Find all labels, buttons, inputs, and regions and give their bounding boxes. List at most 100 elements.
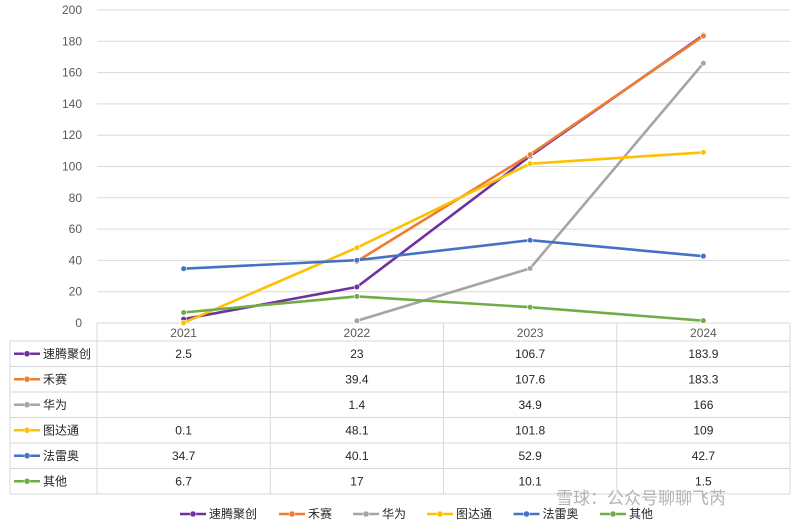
legend-label: 图达通 — [456, 507, 492, 521]
y-tick-label: 80 — [69, 191, 83, 205]
row-series-name: 禾赛 — [43, 371, 67, 386]
legend: 速腾聚创 禾赛 华为 图达通 法雷奥 其他 — [180, 506, 653, 521]
series-line — [182, 33, 705, 321]
table-cell-value: 34.7 — [172, 449, 196, 463]
data-point — [353, 293, 360, 300]
y-tick-label: 40 — [69, 253, 83, 267]
x-category-label: 2024 — [690, 326, 717, 340]
table-row: 图达通 0.1 48.1 101.8 109 — [14, 423, 714, 437]
series-line — [355, 61, 705, 323]
data-point — [180, 319, 187, 326]
legend-item: 法雷奥 — [513, 507, 579, 521]
series-line — [182, 151, 705, 325]
row-series-name: 速腾聚创 — [43, 346, 91, 361]
table-cell-value: 106.7 — [515, 347, 545, 361]
y-tick-label: 140 — [62, 97, 82, 111]
data-point — [700, 33, 707, 40]
table-cell-value: 52.9 — [518, 449, 542, 463]
row-legend-marker — [23, 401, 31, 408]
y-tick-label: 100 — [62, 160, 82, 174]
table-cell-value: 2.5 — [175, 347, 192, 361]
legend-marker — [288, 510, 296, 518]
row-legend-marker — [23, 376, 31, 383]
gridlines — [97, 9, 790, 324]
legend-label: 华为 — [382, 507, 406, 521]
data-point — [527, 304, 534, 311]
legend-label: 速腾聚创 — [209, 506, 257, 521]
table-row: 禾赛 39.4 107.6 183.3 — [14, 371, 719, 386]
data-point — [700, 149, 707, 156]
row-series-name: 图达通 — [43, 423, 79, 437]
table-row: 其他 6.7 17 10.1 1.5 — [14, 474, 712, 488]
row-legend-marker — [23, 452, 31, 459]
legend-item: 速腾聚创 — [180, 506, 257, 521]
y-tick-label: 180 — [62, 34, 82, 48]
data-point — [700, 60, 707, 67]
legend-marker — [523, 510, 530, 518]
series-line — [182, 238, 705, 271]
table-cell-value: 1.4 — [349, 398, 366, 412]
x-category-label: 2023 — [517, 326, 544, 340]
data-point — [527, 151, 534, 158]
data-point — [353, 317, 360, 324]
table-cell-value: 40.1 — [345, 449, 369, 463]
legend-label: 法雷奥 — [543, 507, 579, 521]
table-row: 法雷奥 34.7 40.1 52.9 42.7 — [14, 449, 715, 463]
legend-marker — [362, 510, 370, 518]
row-series-name: 法雷奥 — [43, 449, 79, 463]
table-cell-value: 166 — [693, 398, 713, 412]
y-tick-label: 200 — [62, 3, 82, 17]
legend-label: 其他 — [629, 507, 653, 521]
table-cell-value: 48.1 — [345, 423, 369, 437]
table-cell-value: 17 — [350, 474, 364, 488]
y-tick-label: 160 — [62, 66, 82, 80]
legend-item: 其他 — [600, 507, 653, 521]
table-cell-value: 109 — [693, 423, 713, 437]
data-point — [353, 244, 360, 251]
y-tick-label: 20 — [69, 285, 83, 299]
table-cell-value: 0.1 — [175, 423, 192, 437]
table-cell-value: 10.1 — [518, 474, 542, 488]
row-series-name: 华为 — [43, 398, 67, 412]
data-point — [180, 309, 187, 316]
data-point — [527, 160, 534, 167]
legend-item: 华为 — [353, 507, 406, 521]
row-legend-marker — [23, 478, 31, 485]
data-point — [700, 317, 707, 324]
data-point — [527, 237, 534, 244]
row-legend-marker — [23, 427, 31, 434]
data-point — [700, 253, 707, 260]
series-points — [180, 32, 707, 326]
y-axis-ticks: 0 20 40 60 80 100 120 140 160 180 200 — [62, 3, 82, 330]
legend-marker — [189, 510, 197, 518]
table-cell-value: 107.6 — [515, 372, 545, 386]
data-point — [527, 265, 534, 272]
table-cell-value: 34.9 — [518, 398, 542, 412]
data-point — [353, 283, 360, 291]
row-legend-marker — [23, 350, 31, 357]
legend-marker — [609, 510, 617, 518]
table-cell-value: 101.8 — [515, 423, 545, 437]
legend-label: 禾赛 — [308, 506, 332, 521]
legend-item: 禾赛 — [279, 506, 332, 521]
data-table: 2021 2022 2023 2024 速腾聚创 2.5 23 106.7 183.9 禾赛 39.… — [9, 322, 791, 495]
row-series-name: 其他 — [43, 474, 67, 488]
series-lines — [182, 33, 705, 325]
watermark-text: 雪球：公众号聊聊飞芮 — [556, 489, 726, 508]
table-cell-value: 6.7 — [175, 474, 192, 488]
x-category-label: 2022 — [344, 326, 371, 340]
table-cell-value: 39.4 — [345, 372, 369, 386]
table-cell-value: 183.9 — [688, 347, 718, 361]
data-point — [180, 265, 187, 272]
table-cell-value: 42.7 — [692, 449, 716, 463]
y-tick-label: 120 — [62, 128, 82, 142]
table-row: 速腾聚创 2.5 23 106.7 183.9 — [14, 346, 719, 361]
legend-marker — [436, 510, 444, 518]
y-tick-label: 60 — [69, 222, 83, 236]
table-row: 华为 1.4 34.9 166 — [14, 398, 714, 412]
x-category-label: 2021 — [170, 326, 197, 340]
table-cell-value: 183.3 — [688, 372, 718, 386]
y-tick-label: 0 — [75, 316, 82, 330]
